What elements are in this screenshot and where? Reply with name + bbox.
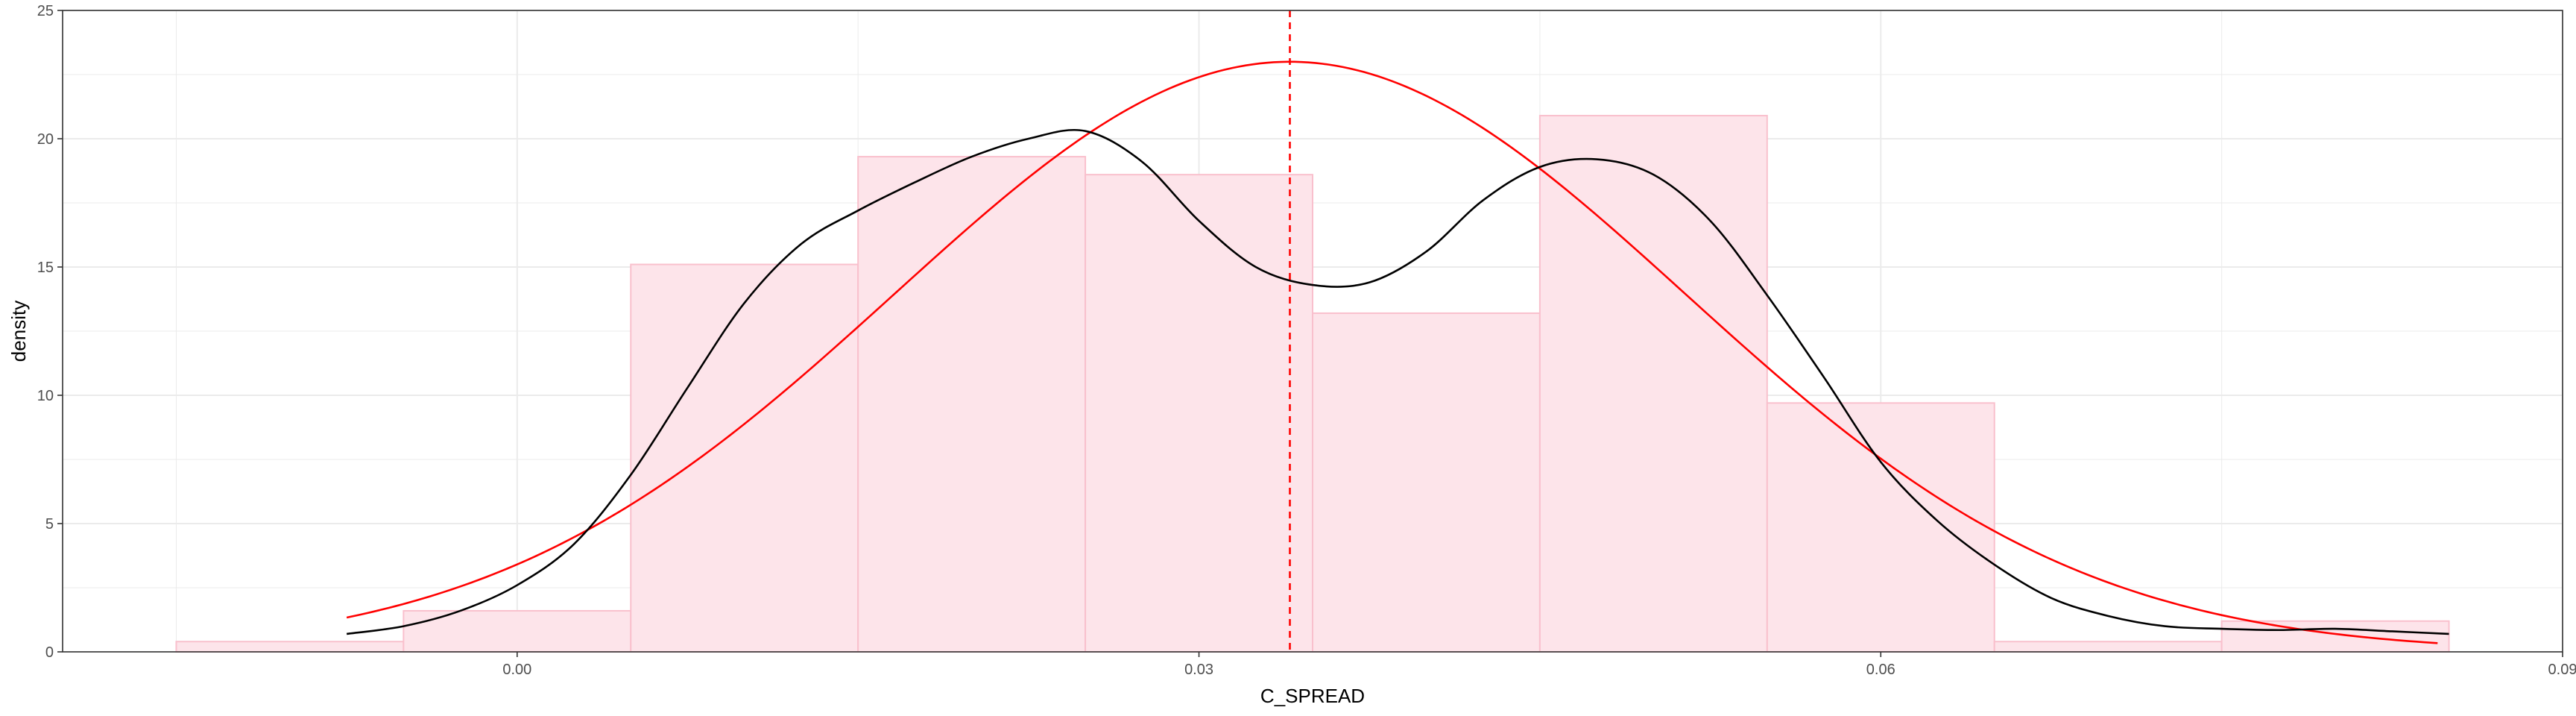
panel-border [62,10,2563,653]
histogram-bar-1 [402,609,632,653]
y-tick-label-5: 25 [37,3,54,19]
y-tick-label-3: 15 [37,260,54,276]
normal-fit-curve [346,60,2438,644]
x-tick-label-1: 0.03 [1184,662,1213,678]
y-axis-title: density [7,301,30,362]
histogram-bar-9 [2220,620,2450,653]
x-axis-title: C_SPREAD [1260,685,1365,707]
kde-curve [346,128,2449,635]
y-tick-label-4: 20 [37,131,54,148]
x-tick-label-0: 0.00 [502,662,531,678]
x-tick-label-2: 0.06 [1866,662,1895,678]
curves [346,10,2449,652]
histogram-bar-8 [1993,641,2223,653]
x-tick-label-3: 0.09 [2548,662,2576,678]
histogram-bar-2 [630,263,859,653]
histogram-bar-0 [175,641,405,653]
histogram-bar-3 [857,156,1087,653]
histogram-bar-7 [1766,402,1995,653]
histogram-bar-4 [1085,174,1314,653]
histogram-bars [175,115,2450,653]
histogram-bar-5 [1312,312,1541,653]
histogram-bar-6 [1538,115,1768,653]
axis-ticks: 0.00 0.03 0.06 0.09 0 5 10 15 20 25 [37,3,2576,678]
y-tick-label-1: 5 [45,516,54,533]
y-tick-label-2: 10 [37,388,54,404]
y-tick-label-0: 0 [45,644,54,661]
